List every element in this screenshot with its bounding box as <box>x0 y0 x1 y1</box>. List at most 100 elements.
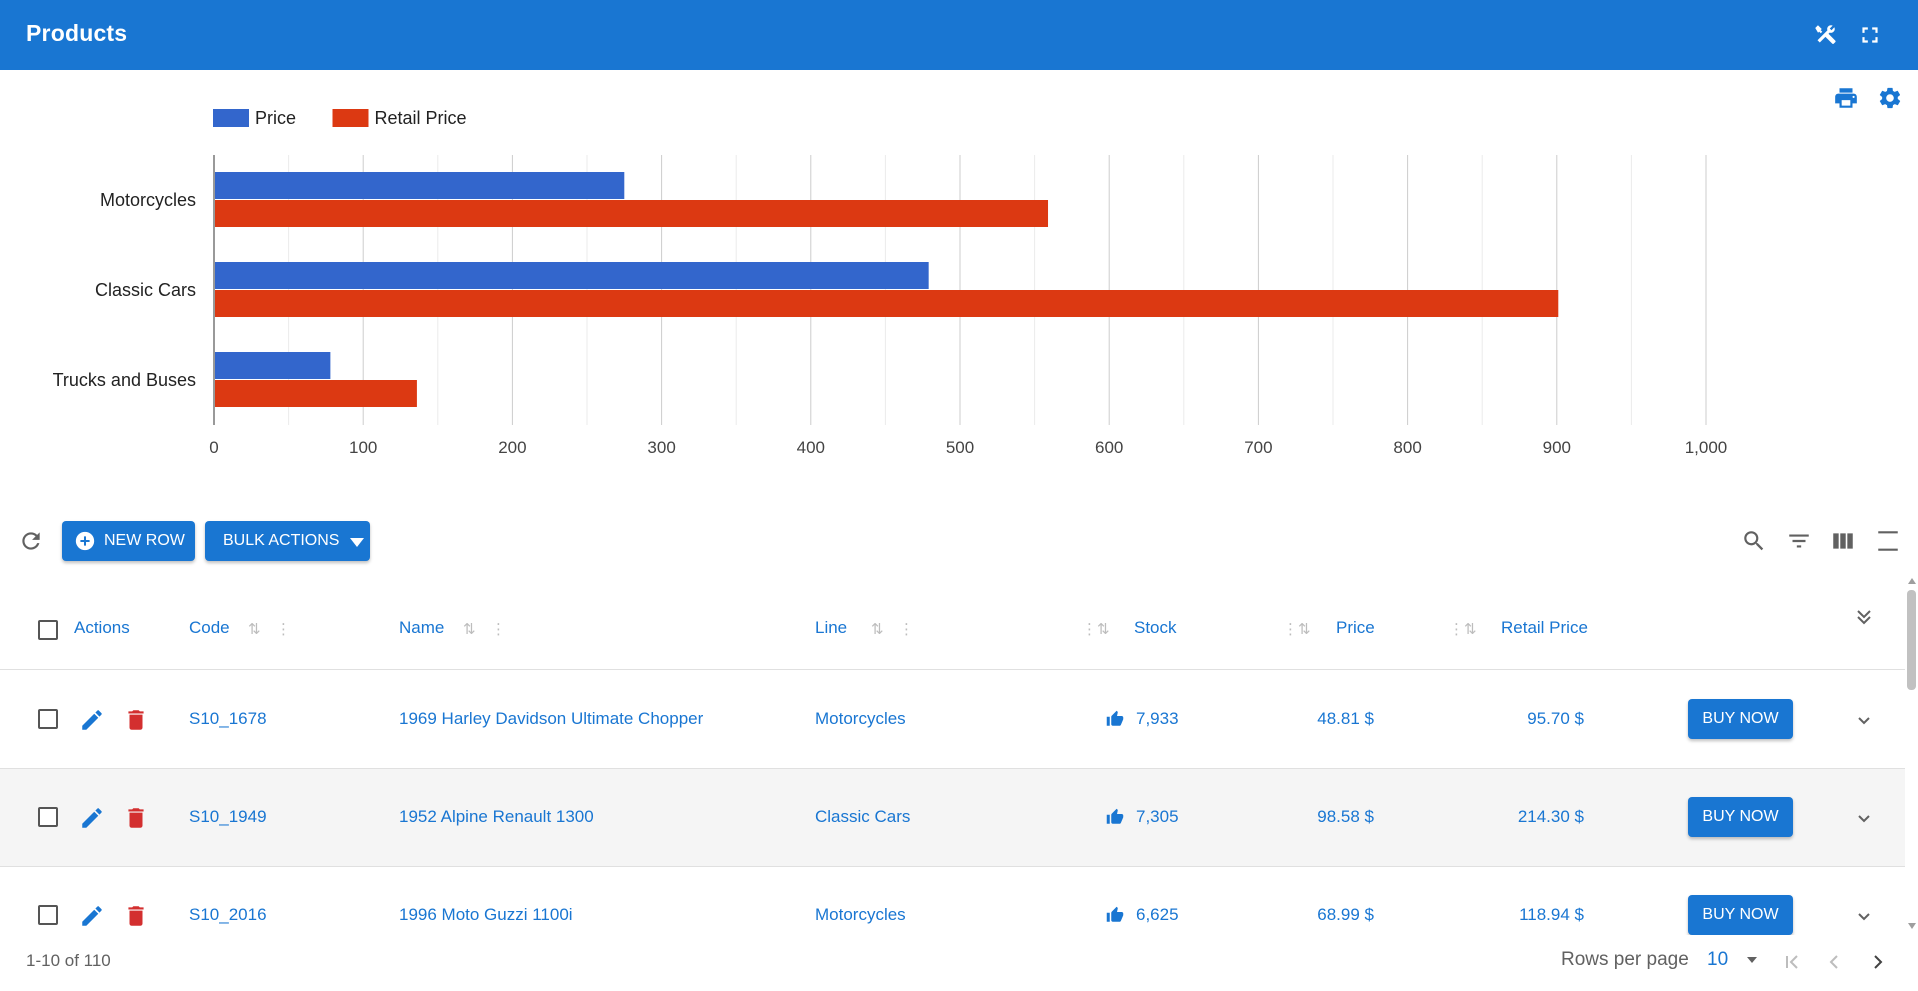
delete-icon[interactable] <box>123 903 149 929</box>
header-code[interactable]: Code <box>189 618 230 637</box>
legend-label: Retail Price <box>375 108 467 128</box>
row-checkbox[interactable] <box>38 709 58 729</box>
bar <box>215 380 417 407</box>
column-menu-icon[interactable]: ⋮ <box>1283 621 1298 638</box>
cell-retail-price: 118.94 $ <box>1519 905 1584 924</box>
table-header: Actions Code ⇅ ⋮ Name ⇅ ⋮ Line ⇅ ⋮ ⋮ ⇅ S… <box>0 590 1905 670</box>
cell-stock: 7,305 <box>1136 807 1179 826</box>
x-tick-label: 700 <box>1244 438 1272 457</box>
legend-swatch <box>332 109 369 127</box>
sort-icon[interactable]: ⇅ <box>1097 621 1110 638</box>
caret-down-icon <box>349 535 365 547</box>
x-tick-label: 900 <box>1543 438 1571 457</box>
cell-code[interactable]: S10_2016 <box>189 905 267 924</box>
columns-icon[interactable] <box>1830 528 1856 554</box>
cell-name[interactable]: 1952 Alpine Renault 1300 <box>399 807 594 826</box>
new-row-label: NEW ROW <box>104 532 185 549</box>
legend-swatch <box>213 109 249 127</box>
print-icon[interactable] <box>1833 85 1859 111</box>
rows-per-page-select[interactable]: 10 <box>1707 949 1758 971</box>
buy-now-button[interactable]: BUY NOW <box>1688 797 1793 837</box>
refresh-icon[interactable] <box>18 528 44 554</box>
previous-page-icon[interactable] <box>1822 950 1846 974</box>
column-menu-icon[interactable]: ⋮ <box>491 621 506 638</box>
x-tick-label: 300 <box>647 438 675 457</box>
cell-stock: 7,933 <box>1136 709 1179 728</box>
next-page-icon[interactable] <box>1866 950 1890 974</box>
column-menu-icon[interactable]: ⋮ <box>1449 621 1464 638</box>
search-icon[interactable] <box>1741 528 1767 554</box>
table-scrollbar[interactable] <box>1905 578 1918 935</box>
row-checkbox[interactable] <box>38 807 58 827</box>
cell-name[interactable]: 1969 Harley Davidson Ultimate Chopper <box>399 709 704 728</box>
cell-name[interactable]: 1996 Moto Guzzi 1100i <box>399 905 573 924</box>
add-circle-icon <box>74 530 96 552</box>
expand-row-icon[interactable] <box>1852 904 1876 928</box>
x-tick-label: 400 <box>797 438 825 457</box>
cell-code[interactable]: S10_1949 <box>189 807 267 826</box>
table-row[interactable]: S10_1949 1952 Alpine Renault 1300 Classi… <box>0 769 1905 867</box>
fullscreen-icon[interactable] <box>1857 22 1883 48</box>
bar <box>215 352 331 379</box>
bulk-actions-button[interactable]: BULK ACTIONS <box>205 521 370 561</box>
tools-icon[interactable] <box>1812 22 1838 48</box>
sort-icon[interactable]: ⇅ <box>1464 621 1477 638</box>
expand-row-icon[interactable] <box>1852 806 1876 830</box>
cell-line[interactable]: Motorcycles <box>815 709 906 728</box>
y-category-label: Classic Cars <box>95 280 196 300</box>
bar-chart: 0 100 200 300 400 500 600 700 800 900 1,000 Motorcy… <box>53 108 1728 457</box>
density-icon[interactable] <box>1875 528 1901 554</box>
cell-line[interactable]: Classic Cars <box>815 807 911 826</box>
bar <box>215 172 625 199</box>
delete-icon[interactable] <box>123 805 149 831</box>
expand-row-icon[interactable] <box>1852 708 1876 732</box>
select-all-checkbox[interactable] <box>38 620 58 640</box>
header-price[interactable]: Price <box>1336 618 1375 637</box>
first-page-icon[interactable] <box>1780 950 1804 974</box>
thumb-up-icon <box>1106 906 1124 924</box>
dropdown-arrow-icon <box>1747 956 1758 963</box>
x-tick-label: 0 <box>209 438 218 457</box>
thumb-up-icon <box>1106 808 1124 826</box>
edit-icon[interactable] <box>79 805 105 831</box>
x-tick-label: 1,000 <box>1685 438 1728 457</box>
scroll-up-arrow[interactable] <box>1908 578 1916 584</box>
bulk-actions-label: BULK ACTIONS <box>223 532 340 549</box>
page-title: Products <box>26 20 128 46</box>
sort-icon[interactable]: ⇅ <box>871 621 884 638</box>
scroll-thumb[interactable] <box>1907 590 1916 690</box>
scroll-down-arrow[interactable] <box>1908 923 1916 929</box>
y-category-label: Motorcycles <box>100 190 196 210</box>
rows-per-page-label: Rows per page <box>1561 949 1689 970</box>
new-row-button[interactable]: NEW ROW <box>62 521 195 561</box>
chart-panel: 0 100 200 300 400 500 600 700 800 900 1,000 Motorcy… <box>0 70 1918 490</box>
header-line[interactable]: Line <box>815 618 848 637</box>
column-menu-icon[interactable]: ⋮ <box>276 621 291 638</box>
table-row[interactable]: S10_1678 1969 Harley Davidson Ultimate C… <box>0 671 1905 769</box>
cell-line[interactable]: Motorcycles <box>815 905 906 924</box>
buy-now-button[interactable]: BUY NOW <box>1688 895 1793 935</box>
y-category-label: Trucks and Buses <box>53 370 196 390</box>
sort-icon[interactable]: ⇅ <box>1298 621 1311 638</box>
buy-now-button[interactable]: BUY NOW <box>1688 699 1793 739</box>
header-stock[interactable]: Stock <box>1134 618 1177 637</box>
filter-icon[interactable] <box>1786 528 1812 554</box>
column-menu-icon[interactable]: ⋮ <box>1082 621 1097 638</box>
cell-code[interactable]: S10_1678 <box>189 709 267 728</box>
legend-label: Price <box>255 108 296 128</box>
delete-icon[interactable] <box>123 707 149 733</box>
sort-icon[interactable]: ⇅ <box>463 621 476 638</box>
header-actions: Actions <box>74 618 130 637</box>
collapse-all-icon[interactable] <box>1852 606 1876 630</box>
x-tick-label: 100 <box>349 438 377 457</box>
sort-icon[interactable]: ⇅ <box>248 621 261 638</box>
row-checkbox[interactable] <box>38 905 58 925</box>
bar <box>215 262 929 289</box>
x-tick-label: 200 <box>498 438 526 457</box>
header-name[interactable]: Name <box>399 618 445 637</box>
settings-gear-icon[interactable] <box>1877 85 1903 111</box>
column-menu-icon[interactable]: ⋮ <box>899 621 914 638</box>
edit-icon[interactable] <box>79 903 105 929</box>
edit-icon[interactable] <box>79 707 105 733</box>
header-retail-price[interactable]: Retail Price <box>1501 618 1588 637</box>
